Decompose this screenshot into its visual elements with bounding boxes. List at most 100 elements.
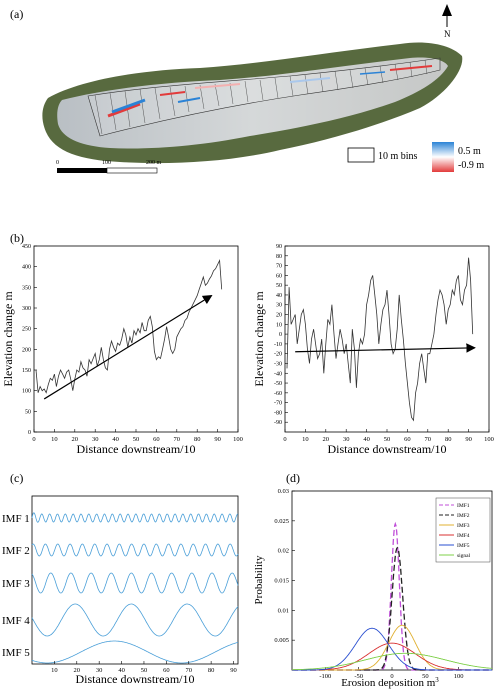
chart-d-xtick-label: 0 xyxy=(390,673,393,680)
br-ytick-label: 60 xyxy=(276,273,282,279)
br-xtick-label: 70 xyxy=(425,436,432,443)
bl-ytick-label: 400 xyxy=(22,265,31,271)
chart-c-series-5 xyxy=(31,640,239,664)
chart-c-xlabel: Distance downstream/10 xyxy=(76,672,195,686)
chart-d-series-imf3 xyxy=(292,624,492,671)
bl-xtick-label: 0 xyxy=(32,436,35,443)
br-ytick-label: -60 xyxy=(274,391,282,397)
chart-c-xtick-label: 10 xyxy=(51,667,58,674)
chart-d-legend-label: signal xyxy=(457,553,471,559)
chart-d-xtick-label: -100 xyxy=(319,673,331,680)
bl-ytick-label: 450 xyxy=(22,244,31,250)
br-xtick-label: 0 xyxy=(283,436,286,443)
br-ytick-label: -90 xyxy=(274,420,282,426)
scale-tick-200: 200 m xyxy=(146,160,162,166)
chart-c-frame xyxy=(31,495,239,665)
chart-d-ytick-label: 0.025 xyxy=(274,518,289,525)
chart-c-series-label: IMF 4 xyxy=(2,615,30,627)
chart-c-xtick-label: 90 xyxy=(230,667,237,674)
north-arrow-icon xyxy=(442,4,452,27)
br-xtick-label: 60 xyxy=(404,436,411,443)
chart-c-series-label: IMF 1 xyxy=(2,513,30,525)
chart-c-xtick-label: 40 xyxy=(118,667,125,674)
chart-c-xtick-label: 80 xyxy=(208,667,215,674)
bl-xtick-label: 10 xyxy=(51,436,58,443)
chart-d-xtick-label: 100 xyxy=(454,673,464,680)
chart-c-series-1 xyxy=(31,512,238,523)
bl-ytick-label: 300 xyxy=(22,306,31,312)
br-xtick-label: 10 xyxy=(302,436,309,443)
chart-d: -100 -50 0 50 100 0.005 0.01 0.015 0.02 0.025 0.03… xyxy=(253,488,493,689)
chart-d-xlabel-text: Erosion deposition m xyxy=(341,677,436,689)
chart-d-series-imf5 xyxy=(292,627,492,671)
chart-c-series-3 xyxy=(31,572,239,594)
bl-xtick-label: 60 xyxy=(153,436,160,443)
chart-d-legend xyxy=(435,497,491,563)
chart-b-right: 0 10 20 30 40 50 60 70 80 90 100-90-80-70-60-50-40… xyxy=(252,244,494,456)
br-xtick-label: 80 xyxy=(445,436,452,443)
chart-d-legend-label: IMF3 xyxy=(457,523,470,529)
chart-b-left-frame xyxy=(33,245,239,433)
br-ytick-label: -80 xyxy=(274,410,282,416)
br-xtick-label: 100 xyxy=(484,436,494,443)
br-ytick-label: 20 xyxy=(276,313,282,319)
bl-xtick-label: 90 xyxy=(214,436,221,443)
chart-d-ytick-label: 0.01 xyxy=(278,607,289,614)
chart-d-xlabel: Erosion deposition m3 xyxy=(341,676,439,689)
color-legend-min: -0.9 m xyxy=(458,160,484,171)
br-ytick-label: 80 xyxy=(276,254,282,260)
bl-ytick-label: 100 xyxy=(22,389,31,395)
chart-d-legend-label: IMF1 xyxy=(457,503,470,509)
bl-ytick-label: 0 xyxy=(28,430,31,436)
bins-legend-swatch xyxy=(347,147,375,163)
chart-d-legend-label: IMF2 xyxy=(457,513,470,519)
br-xtick-label: 30 xyxy=(343,436,350,443)
chart-d-xtick-label: 50 xyxy=(422,673,429,680)
br-ytick-label: -10 xyxy=(274,342,282,348)
chart-c-xtick-label: 70 xyxy=(185,667,192,674)
bl-ytick-label: 200 xyxy=(22,347,31,353)
north-label: N xyxy=(444,29,451,39)
scale-tick-100: 100 xyxy=(102,160,111,166)
chart-d-ytick-label: 0.02 xyxy=(278,548,289,555)
panel-b-label: (b) xyxy=(10,231,24,245)
chart-d-xtick-label: -50 xyxy=(354,673,363,680)
chart-d-series-signal xyxy=(292,652,493,671)
br-ytick-label: 10 xyxy=(276,322,282,328)
br-ytick-label: 40 xyxy=(276,293,282,299)
chart-c-series-label: IMF 2 xyxy=(2,545,30,557)
bl-ytick-label: 50 xyxy=(25,409,31,415)
chart-c-xtick-label: 20 xyxy=(74,667,81,674)
br-ytick-label: -50 xyxy=(274,381,282,387)
br-ytick-label: 0 xyxy=(279,332,282,338)
br-ytick-label: -40 xyxy=(274,371,282,377)
scale-bar xyxy=(57,167,158,174)
chart-c-series-4 xyxy=(31,603,239,637)
bl-xtick-label: 100 xyxy=(233,436,243,443)
chart-d-ytick-label: 0.015 xyxy=(274,578,289,585)
br-ytick-label: 90 xyxy=(276,244,282,250)
chart-d-xlabel-sup: 3 xyxy=(435,676,439,684)
bl-xtick-label: 30 xyxy=(92,436,99,443)
br-xtick-label: 90 xyxy=(465,436,472,443)
chart-b-left-trend-arrow xyxy=(43,294,213,400)
br-xtick-label: 50 xyxy=(384,436,391,443)
bins-legend-label: 10 m bins xyxy=(378,151,418,162)
bl-xtick-label: 80 xyxy=(194,436,201,443)
chart-b-left: 0 10 20 30 40 50 60 70 80 90 100 0 50 100 150 200 250 300… xyxy=(1,244,243,456)
chart-d-ytick-label: 0.03 xyxy=(278,488,289,495)
chart-c-xtick-label: 60 xyxy=(163,667,170,674)
chart-c-xtick-label: 50 xyxy=(141,667,148,674)
chart-d-legend-label: IMF4 xyxy=(457,533,470,539)
panel-a: (a) N xyxy=(10,4,484,174)
br-ytick-label: -30 xyxy=(274,361,282,367)
bl-xtick-label: 50 xyxy=(133,436,140,443)
chart-c-xtick-label: 30 xyxy=(96,667,103,674)
bl-xtick-label: 70 xyxy=(174,436,181,443)
chart-d-ylabel: Probability xyxy=(253,555,265,604)
chart-b-left-xlabel: Distance downstream/10 xyxy=(77,442,196,456)
br-ytick-label: -20 xyxy=(274,352,282,358)
chart-d-legend-label: IMF5 xyxy=(457,543,470,549)
bl-ytick-label: 350 xyxy=(22,285,31,291)
bl-ytick-label: 250 xyxy=(22,327,31,333)
